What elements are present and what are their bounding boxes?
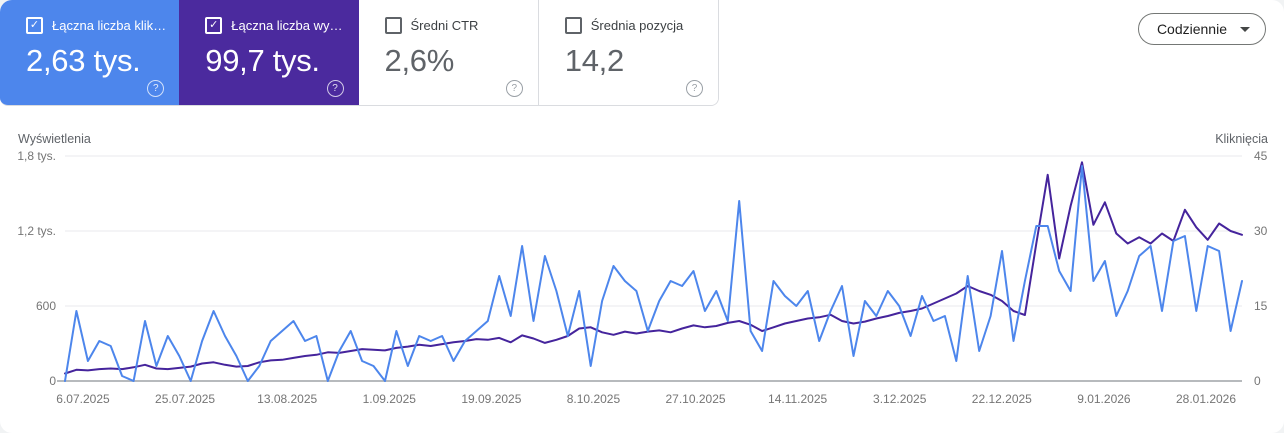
checkbox-total-clicks-icon[interactable]: ✓	[26, 17, 43, 34]
y-axis-right-title: Kliknięcia	[1215, 132, 1268, 146]
card-header: ✓ Łączna liczba klik…	[26, 17, 179, 34]
card-value: 99,7 tys.	[205, 43, 320, 78]
card-total-clicks[interactable]: ✓ Łączna liczba klik… 2,63 tys. ?	[0, 0, 180, 105]
card-label: Średnia pozycja	[590, 18, 684, 33]
granularity-label: Codziennie	[1156, 21, 1227, 37]
help-icon[interactable]: ?	[686, 80, 703, 97]
card-header: ✓ Łączna liczba wy…	[205, 17, 358, 34]
help-icon[interactable]: ?	[147, 80, 165, 97]
card-average-position[interactable]: Średnia pozycja 14,2 ?	[537, 0, 718, 105]
card-label: Łączna liczba klik…	[52, 18, 167, 33]
card-value: 2,63 tys.	[26, 43, 141, 78]
card-average-ctr[interactable]: Średni CTR 2,6% ?	[358, 0, 538, 105]
metric-cards-row: ✓ Łączna liczba klik… 2,63 tys. ? ✓ Łącz…	[0, 0, 719, 106]
card-total-impressions[interactable]: ✓ Łączna liczba wy… 99,7 tys. ?	[179, 0, 359, 105]
card-label: Średni CTR	[410, 18, 479, 33]
checkbox-average-ctr-icon[interactable]	[384, 17, 402, 34]
card-header: Średnia pozycja	[564, 17, 718, 34]
card-value: 14,2	[564, 43, 624, 78]
granularity-dropdown[interactable]: Codziennie	[1137, 13, 1266, 45]
checkbox-average-position-icon[interactable]	[564, 17, 582, 34]
chevron-down-icon	[1240, 26, 1250, 32]
card-header: Średni CTR	[384, 17, 538, 34]
y-axis-left-title: Wyświetlenia	[18, 132, 91, 146]
help-icon[interactable]: ?	[326, 80, 344, 97]
card-label: Łączna liczba wy…	[231, 18, 343, 33]
help-icon[interactable]: ?	[505, 80, 523, 97]
checkbox-total-impressions-icon[interactable]: ✓	[205, 17, 223, 34]
card-value: 2,6%	[384, 43, 455, 78]
